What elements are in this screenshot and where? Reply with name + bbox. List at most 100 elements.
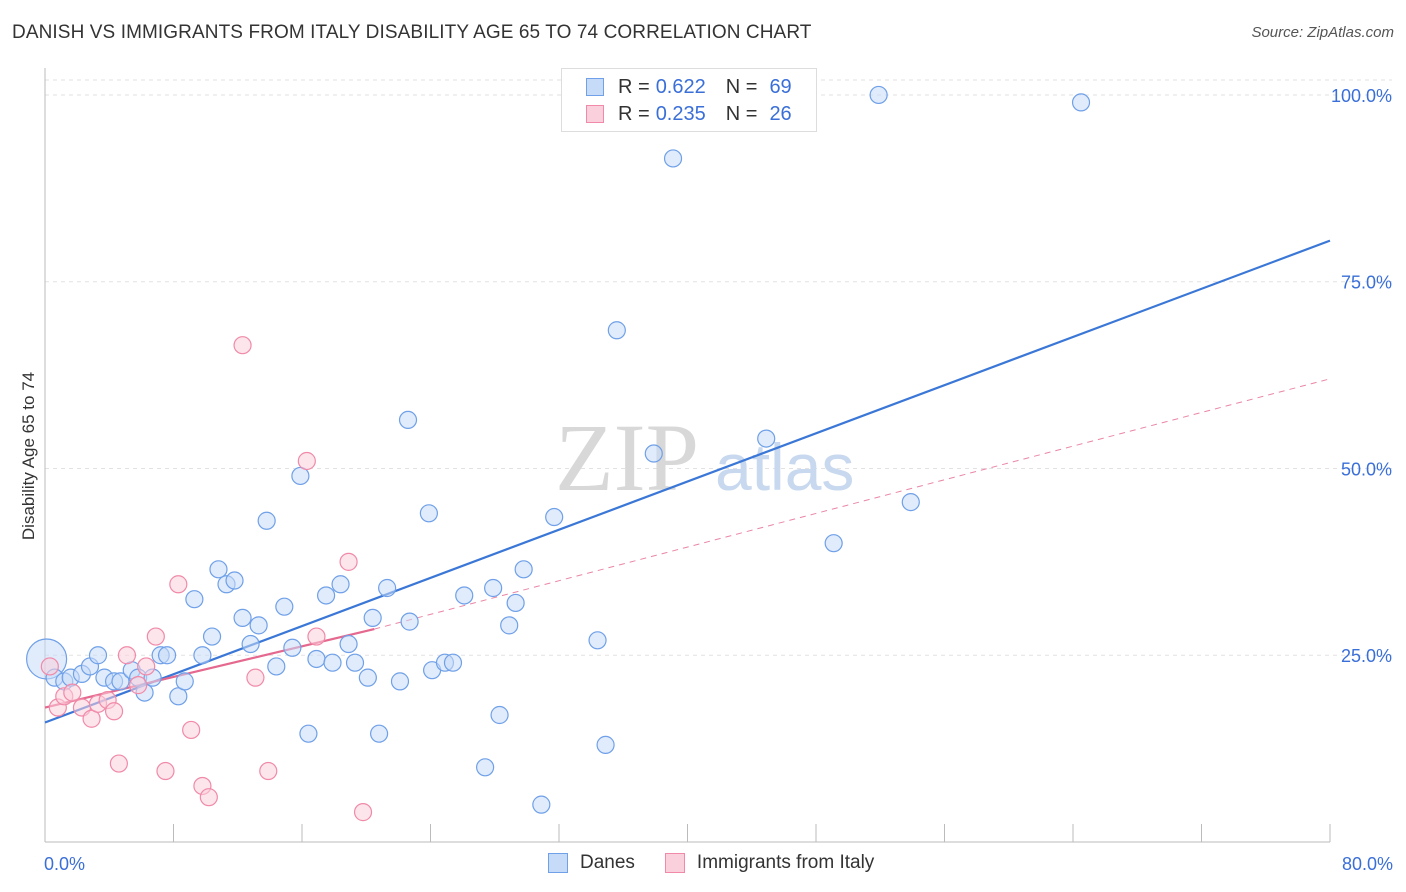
legend-n-label: N = — [725, 75, 758, 98]
chart-title: DANISH VS IMMIGRANTS FROM ITALY DISABILI… — [12, 22, 812, 43]
italy-point — [109, 754, 128, 773]
legend-n-label: N = — [725, 102, 758, 125]
y-axis-label: Disability Age 65 to 74 — [19, 372, 38, 540]
danes-point — [267, 657, 286, 676]
italy-point — [146, 627, 165, 646]
danes-point — [202, 627, 222, 646]
danes-point — [596, 735, 615, 754]
italy-point — [40, 657, 59, 676]
danes-point — [532, 795, 551, 814]
series-swatch-danes — [548, 853, 568, 873]
danes-point — [111, 672, 130, 691]
italy-point — [307, 627, 326, 646]
danes-point — [257, 511, 276, 530]
danes-point — [419, 504, 438, 523]
danes-point — [370, 724, 389, 743]
danes-point — [644, 444, 663, 463]
danes-point — [233, 608, 252, 627]
danes-point — [901, 492, 920, 512]
legend-n-value-danes: 69 — [769, 75, 792, 98]
italy-point — [129, 676, 148, 695]
y-tick-label: 100.0% — [1331, 86, 1392, 106]
danes-point — [209, 560, 228, 579]
danes-point — [607, 321, 626, 340]
danes-point — [299, 724, 318, 743]
danes-point — [363, 608, 382, 627]
danes-point — [400, 612, 419, 631]
danes-point — [249, 616, 268, 635]
danes-point — [339, 634, 358, 654]
italy-point — [156, 761, 175, 781]
gridlines — [45, 79, 1392, 656]
danes-point — [358, 668, 377, 687]
x-tick-label: 0.0% — [44, 854, 85, 874]
series-swatch-italy — [664, 853, 685, 873]
italy-point — [199, 788, 218, 807]
legend-r-value-italy: 0.235 — [655, 102, 706, 125]
danes-point — [283, 638, 302, 657]
danes-point — [398, 410, 418, 430]
italy-point — [104, 702, 124, 721]
tick-labels: 25.0% 50.0% 75.0% 100.0% 0.0% 80.0% — [44, 86, 1393, 874]
italy-point — [353, 803, 373, 822]
danes-point — [506, 593, 525, 613]
danes-point — [193, 646, 212, 665]
series-name-danes: Danes — [580, 852, 635, 873]
italy-point — [182, 720, 201, 740]
danes-point — [157, 646, 177, 665]
legend-n-value-italy: 26 — [769, 102, 792, 125]
watermark: ZIP atlas — [555, 404, 854, 511]
legend-row-italy: R = 0.235 N = 26 — [586, 103, 792, 125]
italy-point — [137, 657, 156, 676]
italy-point — [63, 683, 82, 702]
danes-point — [390, 672, 410, 691]
danes-point — [545, 507, 564, 527]
legend-row-danes: R = 0.622 N = 69 — [586, 76, 792, 98]
italy-point — [169, 575, 188, 594]
italy-point — [297, 451, 316, 471]
italy-point — [233, 336, 252, 355]
series-legend-danes[interactable]: Danes — [548, 852, 635, 874]
chart-source: Source: ZipAtlas.com — [1251, 24, 1394, 41]
y-tick-label: 75.0% — [1341, 273, 1392, 293]
stats-legend: R = 0.622 N = 69 R = 0.235 N = 26 — [561, 68, 817, 132]
danes-point — [500, 616, 519, 635]
danes-point — [345, 653, 365, 672]
danes-point — [663, 149, 683, 168]
danes-point — [323, 653, 342, 672]
italy-point — [259, 761, 278, 781]
axes — [44, 68, 1331, 843]
series-name-italy: Immigrants from Italy — [696, 852, 875, 873]
danes-trend-line — [44, 239, 1331, 724]
legend-swatch-danes — [586, 78, 604, 96]
watermark-zip: ZIP — [555, 404, 699, 511]
danes-point — [316, 586, 336, 605]
legend-r-label: R = — [618, 102, 650, 125]
y-tick-label: 25.0% — [1341, 646, 1392, 666]
danes-point — [175, 672, 194, 691]
legend-r-label: R = — [618, 75, 650, 98]
danes-point — [824, 534, 843, 553]
danes-point — [490, 705, 509, 725]
italy-point — [246, 668, 265, 687]
italy-point — [339, 552, 358, 571]
y-tick-label: 50.0% — [1341, 459, 1392, 479]
danes-point — [514, 560, 533, 579]
danes-point — [225, 571, 244, 590]
legend-swatch-italy — [586, 105, 604, 123]
danes-point — [185, 590, 204, 609]
danes-point — [588, 631, 607, 650]
danes-point — [757, 429, 776, 448]
x-tick-label: 80.0% — [1342, 854, 1393, 874]
trend-lines — [44, 239, 1331, 724]
danes-point — [484, 578, 503, 598]
watermark-atlas: atlas — [715, 430, 854, 504]
series-legend-italy[interactable]: Immigrants from Italy — [664, 852, 875, 874]
danes-point — [455, 586, 474, 605]
danes-point — [1071, 93, 1091, 112]
italy-point — [117, 646, 137, 665]
data-points — [26, 85, 1091, 822]
danes-point — [307, 649, 326, 669]
danes-point — [88, 646, 108, 665]
